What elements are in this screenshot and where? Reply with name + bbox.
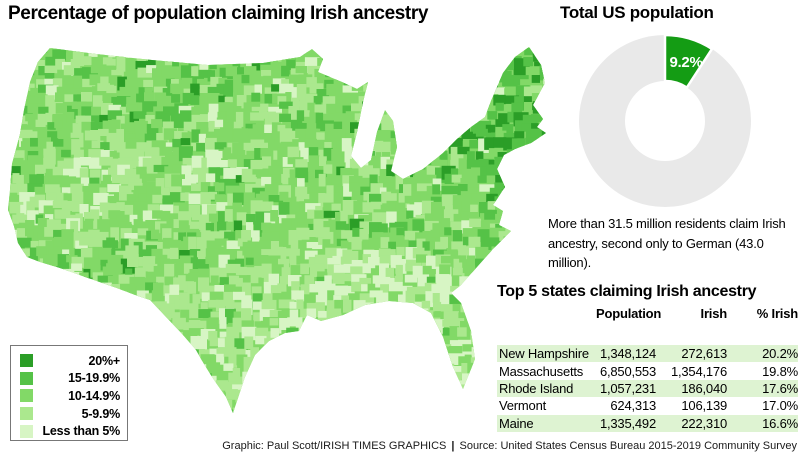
table-title: Top 5 states claiming Irish ancestry bbox=[497, 283, 757, 300]
donut-chart-title: Total US population bbox=[560, 3, 714, 22]
donut-slice bbox=[663, 33, 714, 89]
legend-item: 10-14.9% bbox=[20, 387, 120, 405]
map-legend: 20%+ 15-19.9% 10-14.9% 5-9.9% Less than … bbox=[10, 345, 128, 441]
column-header-pct-irish: % Irish bbox=[756, 305, 798, 321]
footer-separator: | bbox=[451, 440, 455, 452]
table-row: New Hampshire 1,348,124 272,613 20.2% bbox=[497, 345, 798, 363]
donut-value-label: 9.2% bbox=[670, 54, 703, 71]
cell-irish: 186,040 bbox=[681, 380, 727, 396]
legend-label: 5-9.9% bbox=[81, 406, 121, 421]
us-choropleth-map bbox=[8, 47, 546, 413]
cell-population: 6,850,553 bbox=[599, 363, 656, 379]
donut-caption: More than 31.5 million residents claim I… bbox=[548, 216, 786, 270]
cell-state: Maine bbox=[499, 415, 534, 431]
table-header-row: Population Irish % Irish bbox=[497, 305, 798, 321]
legend-item: Less than 5% bbox=[20, 422, 120, 440]
page-title: Percentage of population claiming Irish … bbox=[8, 3, 429, 24]
credits-footer: Graphic: Paul Scott/IRISH TIMES GRAPHICS… bbox=[222, 440, 797, 452]
cell-irish: 222,310 bbox=[681, 415, 727, 431]
legend-swatch-10-14 bbox=[20, 389, 33, 403]
cell-irish: 106,139 bbox=[681, 398, 727, 414]
cell-population: 1,057,231 bbox=[599, 380, 656, 396]
cell-pct: 19.8% bbox=[762, 363, 798, 379]
cell-pct: 20.2% bbox=[762, 346, 798, 362]
table-row: Rhode Island 1,057,231 186,040 17.6% bbox=[497, 379, 798, 398]
cell-irish: 272,613 bbox=[681, 346, 727, 362]
table-row: Maine 1,335,492 222,310 16.6% bbox=[497, 414, 798, 432]
cell-pct: 17.6% bbox=[762, 380, 798, 396]
top-states-table: Population Irish % Irish New Hampshire 1… bbox=[497, 305, 798, 432]
table-body: New Hampshire 1,348,124 272,613 20.2% Ma… bbox=[497, 345, 798, 432]
table-row: Vermont 624,313 106,139 17.0% bbox=[497, 397, 798, 414]
cell-state: Massachusetts bbox=[499, 363, 584, 379]
source-credit: Source: United States Census Bureau 2015… bbox=[459, 440, 797, 452]
cell-population: 1,335,492 bbox=[599, 415, 656, 431]
legend-swatch-5-9 bbox=[20, 407, 33, 421]
column-header-population: Population bbox=[596, 305, 662, 321]
cell-state: Vermont bbox=[499, 398, 547, 414]
legend-item: 15-19.9% bbox=[20, 370, 120, 388]
legend-item: 5-9.9% bbox=[20, 405, 120, 423]
cell-state: New Hampshire bbox=[499, 346, 589, 362]
column-header-irish: Irish bbox=[700, 305, 728, 321]
legend-label: 15-19.9% bbox=[68, 371, 120, 386]
donut-chart: 9.2% bbox=[579, 33, 751, 207]
graphic-credit: Graphic: Paul Scott/IRISH TIMES GRAPHICS bbox=[222, 440, 447, 452]
cell-pct: 16.6% bbox=[762, 415, 798, 431]
legend-item: 20%+ bbox=[20, 352, 120, 370]
legend-label: 20%+ bbox=[88, 353, 120, 368]
legend-swatch-20plus bbox=[20, 354, 33, 368]
legend-swatch-under5 bbox=[20, 424, 33, 438]
cell-state: Rhode Island bbox=[499, 380, 574, 396]
legend-swatch-15-19 bbox=[20, 371, 33, 385]
table-row: Massachusetts 6,850,553 1,354,176 19.8% bbox=[497, 362, 798, 379]
cell-population: 1,348,124 bbox=[599, 346, 656, 362]
cell-population: 624,313 bbox=[610, 398, 656, 414]
legend-label: 10-14.9% bbox=[68, 388, 120, 403]
legend-label: Less than 5% bbox=[42, 424, 121, 439]
cell-irish: 1,354,176 bbox=[670, 363, 727, 379]
cell-pct: 17.0% bbox=[762, 398, 798, 414]
